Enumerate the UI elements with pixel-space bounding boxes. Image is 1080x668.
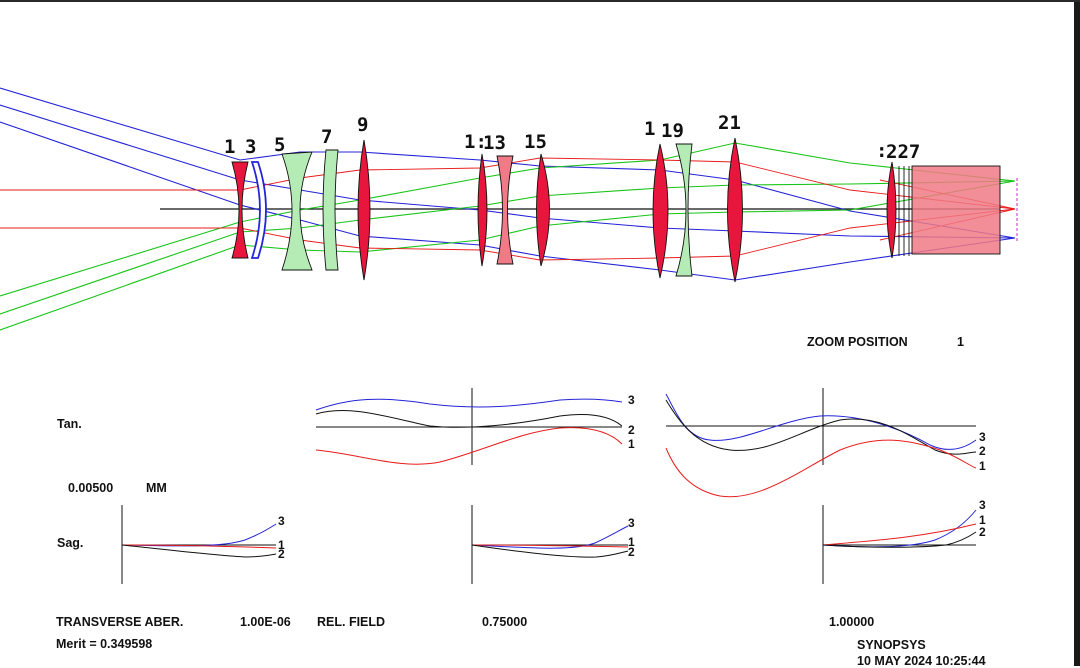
curve-label: 2 <box>628 545 635 559</box>
sag-axis-curve-3 <box>121 523 277 547</box>
curve-label: 2 <box>628 423 635 437</box>
surface-label: 5 <box>274 134 285 156</box>
surface-label: 21 <box>718 112 741 134</box>
surface-label: 13 <box>483 132 506 154</box>
lens-element-21 <box>727 137 743 283</box>
curve-number-labels: 3 2 1 3 2 1 3 1 2 3 1 2 3 1 2 <box>278 393 986 561</box>
lens-elements <box>231 137 1001 283</box>
curve-label: 3 <box>278 514 285 528</box>
field-max-value: 1.00000 <box>829 615 875 629</box>
sag-mid-curve-3 <box>471 525 629 549</box>
lens-element-15 <box>536 153 550 267</box>
tan-edge-curve-1 <box>665 439 977 498</box>
scale-value: 0.00500 <box>68 481 114 495</box>
surface-label: 1: <box>464 131 487 153</box>
surface-label: 227 <box>886 141 920 163</box>
field-mid-value: 0.75000 <box>482 615 528 629</box>
curve-label: 1 <box>628 535 635 549</box>
sag-plot-mid <box>471 505 629 584</box>
rel-field-label: REL. FIELD <box>317 615 386 629</box>
curve-label: 1 <box>979 459 986 473</box>
lens-element-11 <box>477 153 488 267</box>
tolerance-value: 1.00E-06 <box>240 615 291 629</box>
surface-label: 15 <box>524 131 547 153</box>
curve-label: 2 <box>278 547 285 561</box>
surface-label: 1 <box>644 118 655 140</box>
sag-axis-curve-1 <box>121 544 277 549</box>
lens-element-1 <box>231 161 249 259</box>
surface-label: 19 <box>661 120 684 142</box>
surface-label: 7 <box>321 126 332 148</box>
lens-element-23 <box>886 161 897 259</box>
curve-label: 3 <box>979 430 986 444</box>
lens-element-3 <box>250 161 267 259</box>
lens-element-7 <box>322 149 339 271</box>
tan-edge-curve-3 <box>665 393 977 450</box>
curve-label: 3 <box>628 516 635 530</box>
prism-block <box>911 165 1001 255</box>
curve-label: 1 <box>628 437 635 451</box>
lens-element-17 <box>652 143 669 279</box>
tan-edge-curve-2 <box>665 399 977 455</box>
surface-label: : <box>876 140 887 162</box>
merit-value: Merit = 0.349598 <box>56 637 153 651</box>
curve-label: 3 <box>628 393 635 407</box>
tan-mid-curve-3 <box>315 398 623 411</box>
sag-mid-curve-1 <box>471 544 629 548</box>
tan-label: Tan. <box>57 417 82 431</box>
sag-axis-curve-2 <box>121 544 277 558</box>
frame-top-edge <box>0 0 1080 2</box>
sag-mid-curve-2 <box>471 544 629 558</box>
curve-label: 1 <box>278 538 285 552</box>
curve-label: 1 <box>979 513 986 527</box>
lens-element-19 <box>675 143 693 277</box>
sag-edge-curve-2 <box>822 531 977 548</box>
ray-green-2 <box>0 180 1016 315</box>
surface-label: 9 <box>357 114 368 136</box>
lens-element-9 <box>357 139 371 281</box>
tan-mid-curve-1 <box>315 427 623 465</box>
ray-blue-2 <box>0 104 1016 239</box>
curve-label: 2 <box>979 525 986 539</box>
timestamp: 10 MAY 2024 10:25:44 <box>857 654 986 668</box>
program-name: SYNOPSYS <box>857 638 926 652</box>
curve-label: 3 <box>979 498 986 512</box>
lens-element-13 <box>496 155 514 265</box>
sag-edge-curve-3 <box>822 509 977 548</box>
tan-plot-mid <box>315 388 623 465</box>
sag-plot-edge <box>822 505 977 584</box>
surface-numbers: 1 3 5 7 9 1: 13 15 1 19 21 : 227 <box>224 112 920 163</box>
sag-edge-curve-1 <box>822 523 977 546</box>
ray-green-3 <box>0 180 1016 331</box>
surface-label: 3 <box>245 136 256 158</box>
transverse-aber-title: TRANSVERSE ABER. <box>56 615 184 629</box>
sag-plot-axis <box>121 505 277 584</box>
tan-plot-edge <box>665 388 977 498</box>
scale-unit: MM <box>146 481 167 495</box>
zoom-position-label: ZOOM POSITION <box>807 335 908 349</box>
sag-label: Sag. <box>57 536 84 550</box>
zoom-position-value: 1 <box>957 335 964 349</box>
lens-element-5 <box>281 151 313 271</box>
surface-label: 1 <box>224 136 235 158</box>
tan-mid-curve-2 <box>315 410 623 428</box>
curve-label: 2 <box>979 444 986 458</box>
